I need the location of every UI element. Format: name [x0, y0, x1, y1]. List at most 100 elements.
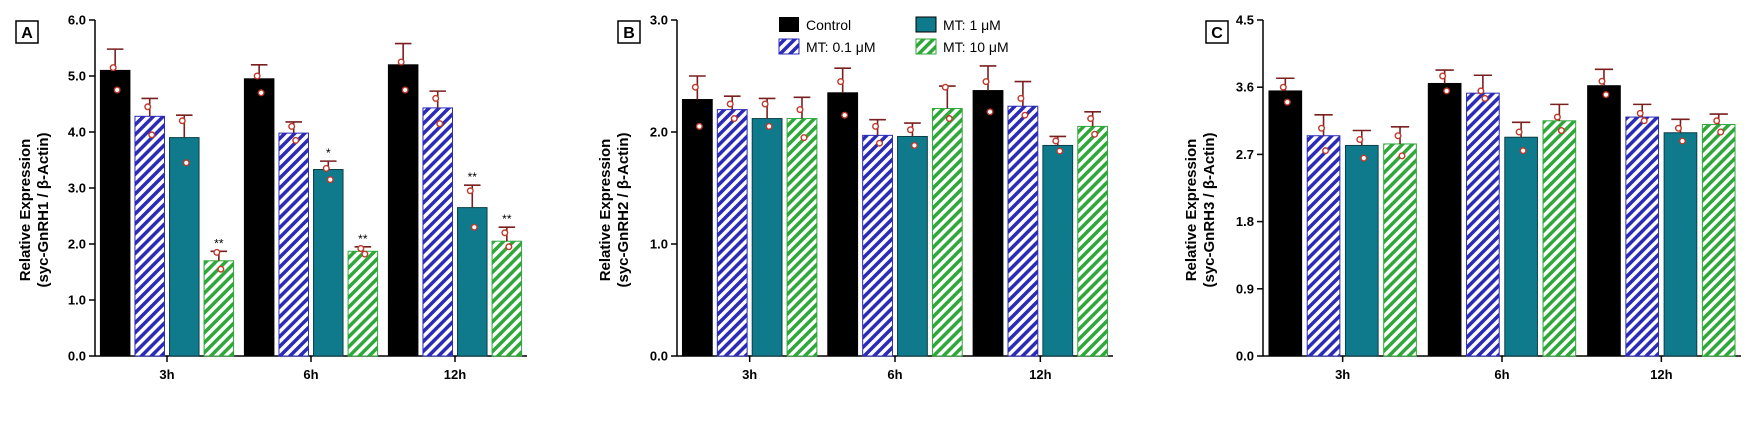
bar-mt-10-6h — [1542, 120, 1577, 357]
data-point — [695, 122, 703, 130]
data-point — [292, 136, 300, 144]
data-point — [1017, 94, 1025, 102]
data-point — [1052, 137, 1060, 145]
bar-control-12h — [972, 90, 1004, 357]
y-tick-label: 3.6 — [1236, 80, 1254, 95]
data-point — [1394, 132, 1402, 140]
data-point — [1640, 117, 1648, 125]
y-tick-label: 0.0 — [68, 349, 86, 364]
data-point — [466, 187, 474, 195]
data-point — [941, 83, 949, 91]
data-point — [800, 134, 808, 142]
data-point — [1519, 147, 1527, 155]
bar-mt-0-1-12h — [422, 107, 453, 357]
y-tick-label: 3.0 — [650, 13, 668, 28]
data-point — [1283, 98, 1291, 106]
data-point — [501, 229, 509, 237]
data-point — [357, 244, 365, 252]
data-point — [213, 248, 221, 256]
bar-mt-0-1-12h — [1625, 116, 1660, 357]
data-point — [1318, 124, 1326, 132]
panel-label-c: C — [1205, 20, 1229, 44]
data-point — [470, 223, 478, 231]
panel-label-b: B — [617, 20, 641, 44]
data-point — [1356, 135, 1364, 143]
data-point — [726, 100, 734, 108]
bar-control-3h — [99, 69, 131, 357]
bar-mt-1-12h — [1663, 132, 1698, 357]
y-tick-label: 0.0 — [650, 349, 668, 364]
bar-mt-0-1-3h — [1306, 135, 1341, 357]
bar-mt-0-1-3h — [134, 115, 165, 357]
data-point — [910, 141, 918, 149]
y-axis-title-c-line1: Relative Expression — [1183, 139, 1200, 282]
data-point — [148, 131, 156, 139]
data-point — [401, 86, 409, 94]
y-tick-label: 2.0 — [650, 125, 668, 140]
bar-mt-1-3h — [169, 137, 200, 357]
panel-c-plot: 0.0 0.9 1.8 2.7 3.6 4.5 3h 6h 12h — [1236, 13, 1741, 382]
significance-marker: ** — [468, 170, 478, 184]
bar-control-6h — [243, 78, 275, 357]
panel-c-letter: C — [1211, 25, 1223, 42]
y-tick-label: 4.5 — [1236, 13, 1254, 28]
y-axis-title-b-line1: Relative Expression — [597, 139, 614, 282]
x-tick-label-6h: 6h — [1494, 367, 1509, 382]
y-tick-label: 1.8 — [1236, 214, 1254, 229]
significance-marker: ** — [358, 232, 368, 246]
data-point — [876, 139, 884, 147]
data-point — [986, 108, 994, 116]
data-point — [182, 159, 190, 167]
x-tick-label-3h: 3h — [159, 367, 174, 382]
data-point — [322, 164, 330, 172]
x-tick-label-3h: 3h — [1335, 367, 1350, 382]
x-tick-label-12h: 12h — [444, 367, 466, 382]
data-point — [1602, 91, 1610, 99]
data-point — [1717, 128, 1725, 136]
bar-mt-10-6h — [931, 107, 963, 357]
data-point — [872, 122, 880, 130]
data-point — [1087, 115, 1095, 123]
data-point — [1056, 147, 1064, 155]
bar-mt-10-3h — [203, 260, 235, 357]
data-point — [837, 78, 845, 86]
data-point — [1477, 87, 1485, 95]
bar-mt-1-3h — [1344, 144, 1379, 357]
y-tick-label: 0.9 — [1236, 281, 1254, 296]
y-axis-title-c: Relative Expression (syc-GnRH3 / β-Actin… — [1183, 132, 1218, 287]
panel-label-a: A — [15, 20, 39, 44]
bar-control-12h — [1587, 85, 1621, 357]
legend-swatch-mt-10 — [915, 38, 937, 55]
data-point — [1598, 77, 1606, 85]
bar-mt-0-1-6h — [278, 132, 309, 357]
y-tick-label: 2.0 — [68, 237, 86, 252]
panel-a-letter: A — [21, 25, 33, 42]
bar-mt-0-1-12h — [1007, 105, 1039, 357]
bar-mt-1-3h — [751, 118, 783, 357]
bar-control-6h — [1427, 82, 1462, 357]
legend-label-mt-1: MT: 1 μM — [943, 17, 1001, 33]
data-point — [1279, 83, 1287, 91]
bar-mt-1-6h — [1504, 136, 1538, 357]
x-tick-label-12h: 12h — [1650, 367, 1672, 382]
panel-b-plot: 0.0 1.0 2.0 3.0 3h 6h 12h — [650, 13, 1113, 382]
data-point — [361, 250, 369, 258]
data-point — [945, 115, 953, 123]
bar-mt-0-1-6h — [862, 134, 893, 357]
y-tick-label: 4.0 — [68, 125, 86, 140]
bar-mt-10-3h — [1383, 143, 1417, 357]
data-point — [1713, 117, 1721, 125]
data-point — [730, 115, 738, 123]
significance-marker: ** — [502, 212, 512, 226]
bar-mt-10-12h — [491, 240, 523, 357]
data-point — [257, 89, 265, 97]
legend: Control MT: 0.1 μM MT: 1 μM MT: 10 μM — [778, 16, 1009, 55]
legend-label-control: Control — [806, 17, 851, 33]
data-point — [1021, 111, 1029, 119]
y-tick-label: 1.0 — [68, 293, 86, 308]
legend-label-mt-0-1: MT: 0.1 μM — [806, 39, 876, 55]
data-point — [436, 120, 444, 128]
bar-mt-1-6h — [897, 135, 928, 357]
data-point — [906, 126, 914, 134]
panel-b-letter: B — [623, 25, 635, 42]
